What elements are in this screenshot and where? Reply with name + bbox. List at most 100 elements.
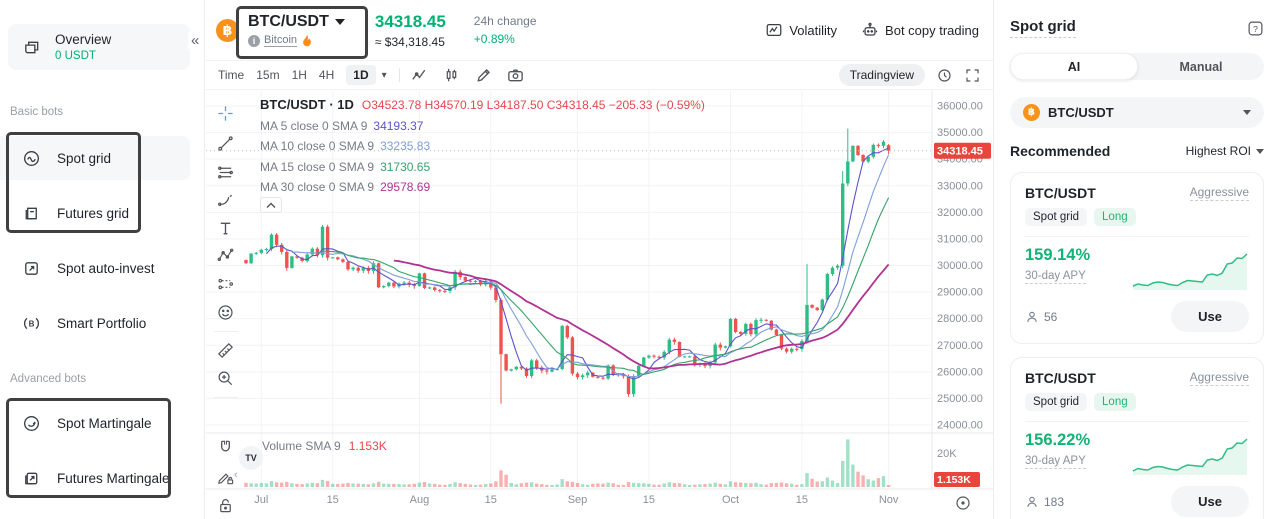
last-price: 34318.45 bbox=[374, 11, 446, 31]
panel-title: Spot grid bbox=[1010, 18, 1076, 38]
spot-martingale-icon bbox=[23, 415, 40, 431]
pattern-tool-icon[interactable] bbox=[216, 247, 235, 266]
svg-text:15: 15 bbox=[485, 494, 497, 506]
change-label: 24h change bbox=[473, 14, 537, 28]
tradingview-watermark: TV bbox=[239, 446, 263, 470]
measure-ruler-icon[interactable] bbox=[216, 341, 235, 360]
sidebar-item-spot-auto-invest[interactable]: Spot auto-invest bbox=[0, 246, 190, 290]
apy-label: 30-day APY bbox=[1025, 270, 1086, 284]
panel-pair-selector[interactable]: ฿ BTC/USDT bbox=[1010, 97, 1264, 128]
volume-legend: Volume SMA 9 1.153K bbox=[262, 439, 387, 453]
apy-value: 159.14% bbox=[1025, 246, 1091, 264]
svg-text:15: 15 bbox=[796, 494, 808, 506]
drawing-lock-icon[interactable] bbox=[216, 468, 235, 487]
svg-text:Nov: Nov bbox=[879, 494, 899, 506]
volume-bars bbox=[244, 439, 891, 487]
chevron-down-icon bbox=[1256, 148, 1264, 154]
magnet-tool-icon[interactable] bbox=[216, 438, 235, 457]
pair-name: BTC/USDT bbox=[248, 13, 329, 30]
mode-tabs: AI Manual bbox=[1010, 53, 1264, 80]
sessions-clock-icon[interactable] bbox=[936, 67, 953, 84]
svg-text:24000.00: 24000.00 bbox=[937, 420, 983, 432]
sidebar-item-smart-portfolio[interactable]: B Smart Portfolio bbox=[0, 301, 190, 345]
last-volume-badge: 1.153K bbox=[934, 472, 980, 488]
ma-5-line bbox=[265, 147, 889, 380]
bot-copy-trading-button[interactable]: Bot copy trading bbox=[861, 21, 979, 39]
apy-sparkline bbox=[1132, 253, 1248, 290]
svg-text:Jul: Jul bbox=[254, 494, 268, 506]
interval-4h[interactable]: 4H bbox=[318, 68, 335, 82]
users-count: 56 bbox=[1044, 309, 1058, 324]
svg-text:?: ? bbox=[1253, 23, 1258, 33]
sidebar-item-overview[interactable]: Overview 0 USDT bbox=[8, 24, 190, 70]
sort-dropdown[interactable]: Highest ROI bbox=[1186, 144, 1264, 158]
interval-1h[interactable]: 1H bbox=[291, 68, 307, 82]
direction-tag: Long bbox=[1094, 208, 1136, 226]
sidebar-item-futures-martingale[interactable]: Futures Martingale bbox=[0, 456, 190, 500]
zoom-in-tool-icon[interactable] bbox=[216, 369, 235, 388]
volume-value: 1.153K bbox=[348, 439, 387, 453]
chart-style-candles-icon[interactable] bbox=[442, 66, 461, 85]
svg-text:35000.00: 35000.00 bbox=[937, 127, 983, 139]
chart-style-line-icon[interactable] bbox=[410, 66, 429, 85]
sidebar-item-futures-grid[interactable]: Futures grid bbox=[0, 191, 190, 235]
pair-selector[interactable]: BTC/USDT bbox=[248, 13, 345, 31]
tradingview-button[interactable]: Tradingview bbox=[838, 64, 925, 86]
svg-text:25000.00: 25000.00 bbox=[937, 393, 983, 405]
coin-link[interactable]: Bitcoin bbox=[264, 34, 298, 47]
chart-toolbar: Time 15m 1H 4H 1D ▾ Tradingview bbox=[206, 60, 993, 90]
fullscreen-icon[interactable] bbox=[964, 67, 981, 84]
sidebar-collapse-button[interactable]: « bbox=[188, 32, 203, 49]
futures-martingale-icon bbox=[25, 472, 38, 484]
strategy-card[interactable]: BTC/USDT Aggressive Spot grid Long 156.2… bbox=[1010, 357, 1264, 519]
candles bbox=[244, 128, 891, 404]
legend-collapse-button[interactable] bbox=[260, 197, 282, 213]
svg-text:36000.00: 36000.00 bbox=[937, 101, 983, 113]
brush-tool-icon[interactable] bbox=[216, 191, 235, 210]
strategy-tag: Spot grid bbox=[1025, 208, 1088, 226]
lock-tool-icon[interactable] bbox=[216, 496, 235, 515]
recommended-label: Recommended bbox=[1010, 143, 1111, 159]
strategy-card[interactable]: BTC/USDT Aggressive Spot grid Long 159.1… bbox=[1010, 172, 1264, 344]
section-label-advanced-bots: Advanced bots bbox=[10, 373, 87, 385]
use-button[interactable]: Use bbox=[1171, 486, 1249, 517]
direction-tag: Long bbox=[1094, 393, 1136, 411]
fib-lines-tool-icon[interactable] bbox=[216, 163, 235, 182]
chevron-up-icon bbox=[266, 202, 276, 208]
drawing-toolbar bbox=[206, 91, 246, 519]
crosshair-tool-icon[interactable] bbox=[216, 104, 235, 123]
interval-15m[interactable]: 15m bbox=[256, 68, 280, 82]
bitcoin-logo: ฿ bbox=[216, 18, 239, 42]
svg-text:31000.00: 31000.00 bbox=[937, 233, 983, 245]
interval-1d-active[interactable]: 1D bbox=[346, 65, 376, 85]
emoji-tool-icon[interactable] bbox=[216, 303, 235, 322]
svg-text:32000.00: 32000.00 bbox=[937, 207, 983, 219]
hide-drawing-toolbar-arrow[interactable]: ‹ bbox=[234, 469, 238, 481]
ma-10-line bbox=[291, 154, 890, 378]
volume-settings-icon bbox=[956, 496, 970, 510]
price-chart[interactable]: 36000.0035000.0034000.0033000.0032000.00… bbox=[206, 91, 993, 519]
text-tool-icon[interactable] bbox=[216, 219, 235, 238]
use-button[interactable]: Use bbox=[1171, 301, 1249, 332]
camera-icon[interactable] bbox=[506, 66, 525, 85]
svg-text:Oct: Oct bbox=[722, 494, 739, 506]
tab-ai[interactable]: AI bbox=[1010, 53, 1138, 80]
svg-text:15: 15 bbox=[327, 494, 339, 506]
futures-grid-icon bbox=[25, 207, 37, 219]
sidebar-item-spot-grid[interactable]: Spot grid bbox=[0, 136, 190, 180]
draw-pencil-icon[interactable] bbox=[474, 66, 493, 85]
spot-auto-invest-icon bbox=[25, 261, 38, 275]
svg-text:30000.00: 30000.00 bbox=[937, 260, 983, 272]
sidebar-item-label: Spot auto-invest bbox=[57, 260, 155, 276]
svg-text:27000.00: 27000.00 bbox=[937, 340, 983, 352]
tab-manual[interactable]: Manual bbox=[1179, 59, 1223, 74]
interval-more-caret[interactable]: ▾ bbox=[381, 69, 387, 81]
sidebar-item-label: Smart Portfolio bbox=[57, 315, 147, 331]
help-icon[interactable]: ? bbox=[1247, 20, 1264, 37]
volatility-button[interactable]: Volatility bbox=[765, 21, 837, 39]
robot-icon bbox=[862, 22, 878, 36]
sidebar-item-spot-martingale[interactable]: Spot Martingale bbox=[0, 401, 190, 445]
apy-label: 30-day APY bbox=[1025, 455, 1086, 469]
trend-line-tool-icon[interactable] bbox=[216, 134, 235, 153]
forecast-tool-icon[interactable] bbox=[216, 275, 235, 294]
